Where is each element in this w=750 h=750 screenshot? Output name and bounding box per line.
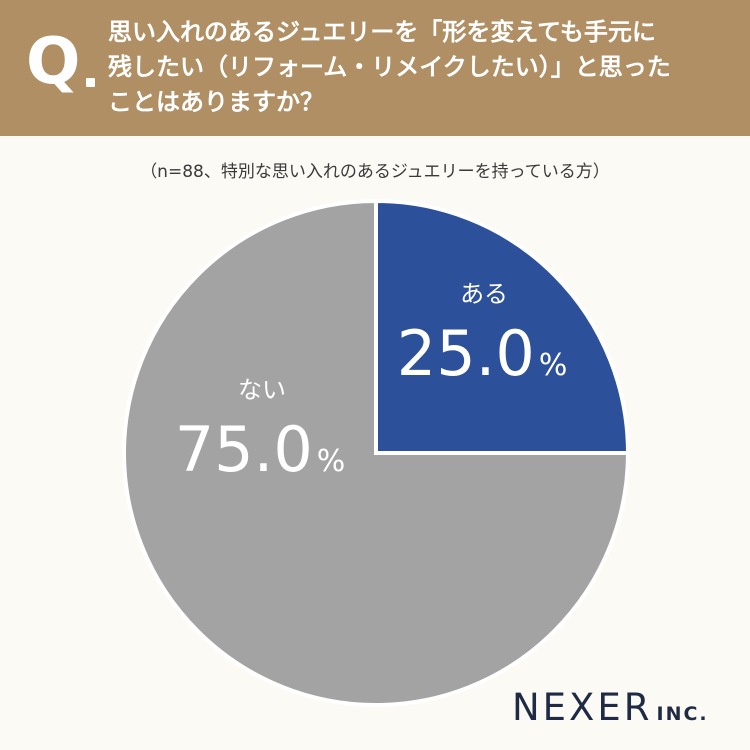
pie-slices — [122, 198, 631, 707]
question-header: Q 思い入れのあるジュエリーを「形を変えても手元に 残したい（リフォーム・リメイ… — [0, 0, 750, 136]
slice-value: 75.0% — [175, 413, 346, 486]
q-mark: Q — [26, 25, 81, 99]
q-dot-icon — [86, 78, 95, 87]
logo-suffix: INC. — [656, 703, 709, 725]
slice-value-unit: % — [539, 348, 568, 383]
slice-label: ある — [460, 280, 508, 308]
logo-main: NEXER — [512, 686, 653, 729]
question-line-2: 残したい（リフォーム・リメイクしたい）」と思った — [108, 53, 671, 81]
slice-label: ない — [238, 376, 286, 404]
nexer-logo: NEXER INC. — [512, 686, 709, 729]
question-text: 思い入れのあるジュエリーを「形を変えても手元に 残したい（リフォーム・リメイクし… — [108, 15, 733, 120]
slice-value-number: 25.0 — [397, 317, 535, 390]
slice-value: 25.0% — [397, 317, 568, 390]
pie-slice-nai — [122, 198, 631, 707]
question-line-3: ことはありますか？ — [108, 88, 324, 116]
pie-slice-aru — [374, 198, 631, 455]
slice-value-unit: % — [317, 444, 346, 479]
pie-labels: ある 25.0 % ない 75.0% — [175, 280, 568, 486]
sample-note: （n=88、特別な思い入れのあるジュエリーを持っている方） — [140, 162, 610, 182]
question-line-1: 思い入れのあるジュエリーを「形を変えても手元に — [108, 18, 656, 46]
slice-value-number: 75.0 — [175, 413, 313, 486]
